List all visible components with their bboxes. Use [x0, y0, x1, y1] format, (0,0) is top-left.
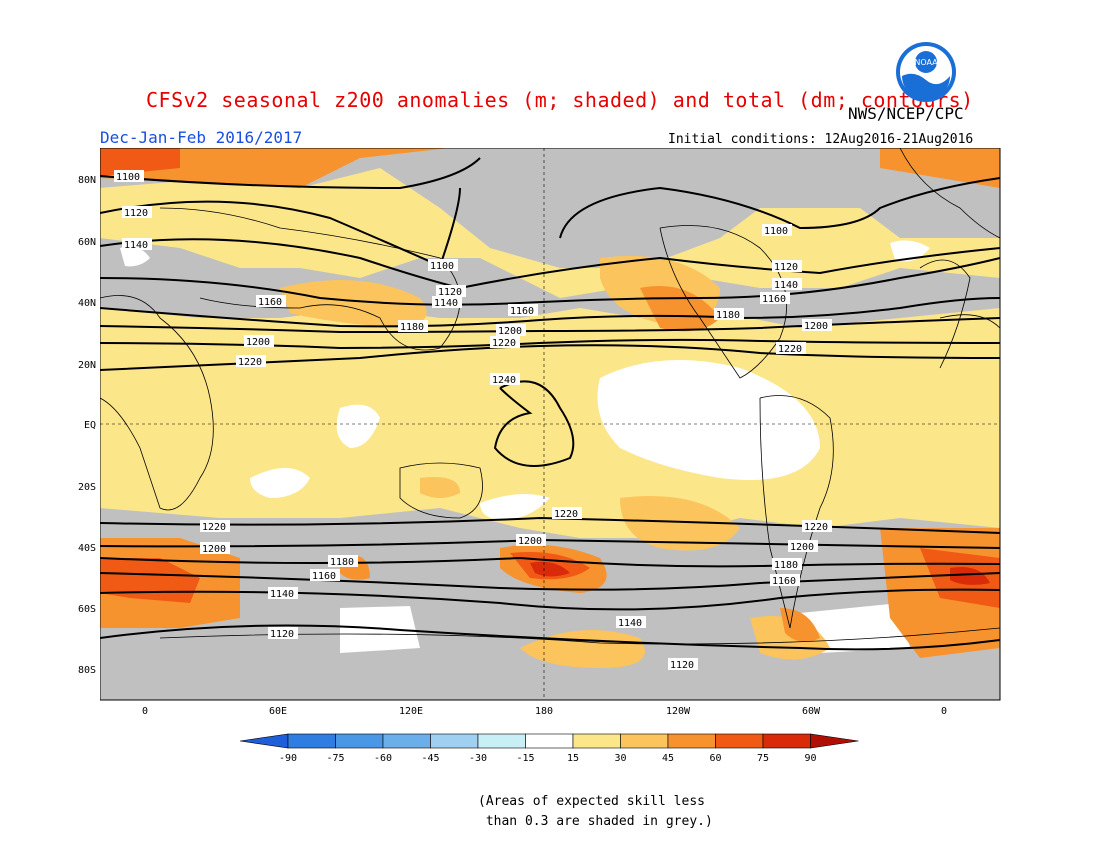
colorbar-label: -30: [469, 753, 487, 764]
contour-label: 1140: [774, 280, 798, 291]
colorbar-label: 15: [567, 753, 579, 764]
lon-tick: 0: [142, 706, 148, 717]
lat-tick: 40N: [78, 298, 96, 309]
contour-label: 1220: [804, 522, 828, 533]
colorbar-label: -60: [374, 753, 392, 764]
colorbar-swatch: [477, 733, 526, 749]
anomaly-map: 1100 1120 1140 1160 1100 1120 1140 1180 …: [100, 148, 1001, 701]
colorbar-label: 60: [709, 753, 721, 764]
lon-tick: 120E: [399, 706, 423, 717]
colorbar-swatch: [525, 733, 574, 749]
colorbar-swatch: [382, 733, 431, 749]
continent-outlines: [100, 148, 1001, 645]
contour-label: 1100: [764, 226, 788, 237]
contour-label: 1120: [270, 629, 294, 640]
contour-label: 1200: [804, 321, 828, 332]
colorbar: -90 -75 -60 -45 -30 -15 15 30 45 60 75 90: [240, 733, 859, 764]
contour-label: 1220: [778, 344, 802, 355]
contour-label: 1140: [434, 298, 458, 309]
colorbar-swatches: [240, 733, 859, 749]
contour-label: 1200: [790, 542, 814, 553]
noaa-logo-icon: NOAA: [896, 42, 956, 102]
contour-label: 1200: [518, 536, 542, 547]
contour-label: 1180: [774, 560, 798, 571]
skill-note: (Areas of expected skill less than 0.3 a…: [478, 794, 713, 829]
lat-tick: 60N: [78, 237, 96, 248]
colorbar-label: 45: [662, 753, 674, 764]
contour-label: 1180: [716, 310, 740, 321]
longitude-axis: 0 60E 120E 180 120W 60W 0: [142, 706, 947, 717]
season-label: Dec-Jan-Feb 2016/2017: [100, 128, 303, 147]
contour-label: 1160: [762, 294, 786, 305]
colorbar-swatch: [667, 733, 716, 749]
equator-and-dateline: [100, 148, 1000, 700]
lat-tick: EQ: [84, 420, 96, 431]
latitude-axis: 80N 60N 40N 20N EQ 20S 40S 60S 80S: [78, 175, 96, 676]
lat-tick: 40S: [78, 543, 96, 554]
organization-label: NWS/NCEP/CPC: [848, 104, 964, 123]
initial-conditions-label: Initial conditions: 12Aug2016-21Aug2016: [668, 132, 974, 147]
lon-tick: 60E: [269, 706, 287, 717]
lat-tick: 20S: [78, 482, 96, 493]
colorbar-swatch: [762, 733, 811, 749]
colorbar-label: -45: [421, 753, 439, 764]
figure-title: CFSv2 seasonal z200 anomalies (m; shaded…: [146, 88, 974, 112]
contour-label: 1140: [618, 618, 642, 629]
colorbar-label: 30: [614, 753, 626, 764]
contour-label: 1160: [258, 297, 282, 308]
contour-label: 1180: [330, 557, 354, 568]
contour-label: 1200: [246, 337, 270, 348]
lat-tick: 80N: [78, 175, 96, 186]
contour-label: 1120: [670, 660, 694, 671]
contour-label: 1100: [116, 172, 140, 183]
colorbar-label: -15: [516, 753, 534, 764]
colorbar-labels: -90 -75 -60 -45 -30 -15 15 30 45 60 75 90: [279, 753, 817, 764]
near-zero-regions: [120, 240, 930, 653]
contour-label: 1100: [430, 261, 454, 272]
contour-label: 1220: [202, 522, 226, 533]
colorbar-label: 90: [804, 753, 816, 764]
lat-tick: 20N: [78, 360, 96, 371]
contour-label: 1120: [774, 262, 798, 273]
contour-label: 1200: [498, 326, 522, 337]
contour-label: 1180: [400, 322, 424, 333]
colorbar-swatch: [572, 733, 621, 749]
colorbar-label: -90: [279, 753, 297, 764]
contour-label: 1160: [510, 306, 534, 317]
lon-tick: 0: [941, 706, 947, 717]
colorbar-swatch: [335, 733, 384, 749]
colorbar-swatch: [240, 733, 289, 749]
colorbar-label: -75: [326, 753, 344, 764]
contour-label: 1140: [270, 589, 294, 600]
contour-label: 1240: [492, 375, 516, 386]
contour-label: 1220: [554, 509, 578, 520]
contour-label: 1120: [438, 287, 462, 298]
map-frame: [100, 148, 1001, 701]
colorbar-swatch: [715, 733, 764, 749]
contour-label: 1160: [772, 576, 796, 587]
contour-label: 1220: [492, 338, 516, 349]
noaa-logo-text: NOAA: [914, 58, 938, 67]
contour-label: 1220: [238, 357, 262, 368]
lon-tick: 180: [535, 706, 553, 717]
contour-label: 1160: [312, 571, 336, 582]
colorbar-swatch: [810, 733, 859, 749]
colorbar-swatch: [620, 733, 669, 749]
colorbar-swatch: [287, 733, 336, 749]
colorbar-swatch: [430, 733, 479, 749]
lat-tick: 60S: [78, 604, 96, 615]
contour-label: 1200: [202, 544, 226, 555]
contour-label: 1140: [124, 240, 148, 251]
lon-tick: 60W: [802, 706, 821, 717]
lat-tick: 80S: [78, 665, 96, 676]
anomaly-90-regions: [530, 561, 990, 585]
lon-tick: 120W: [666, 706, 691, 717]
contour-label: 1120: [124, 208, 148, 219]
colorbar-label: 75: [757, 753, 769, 764]
